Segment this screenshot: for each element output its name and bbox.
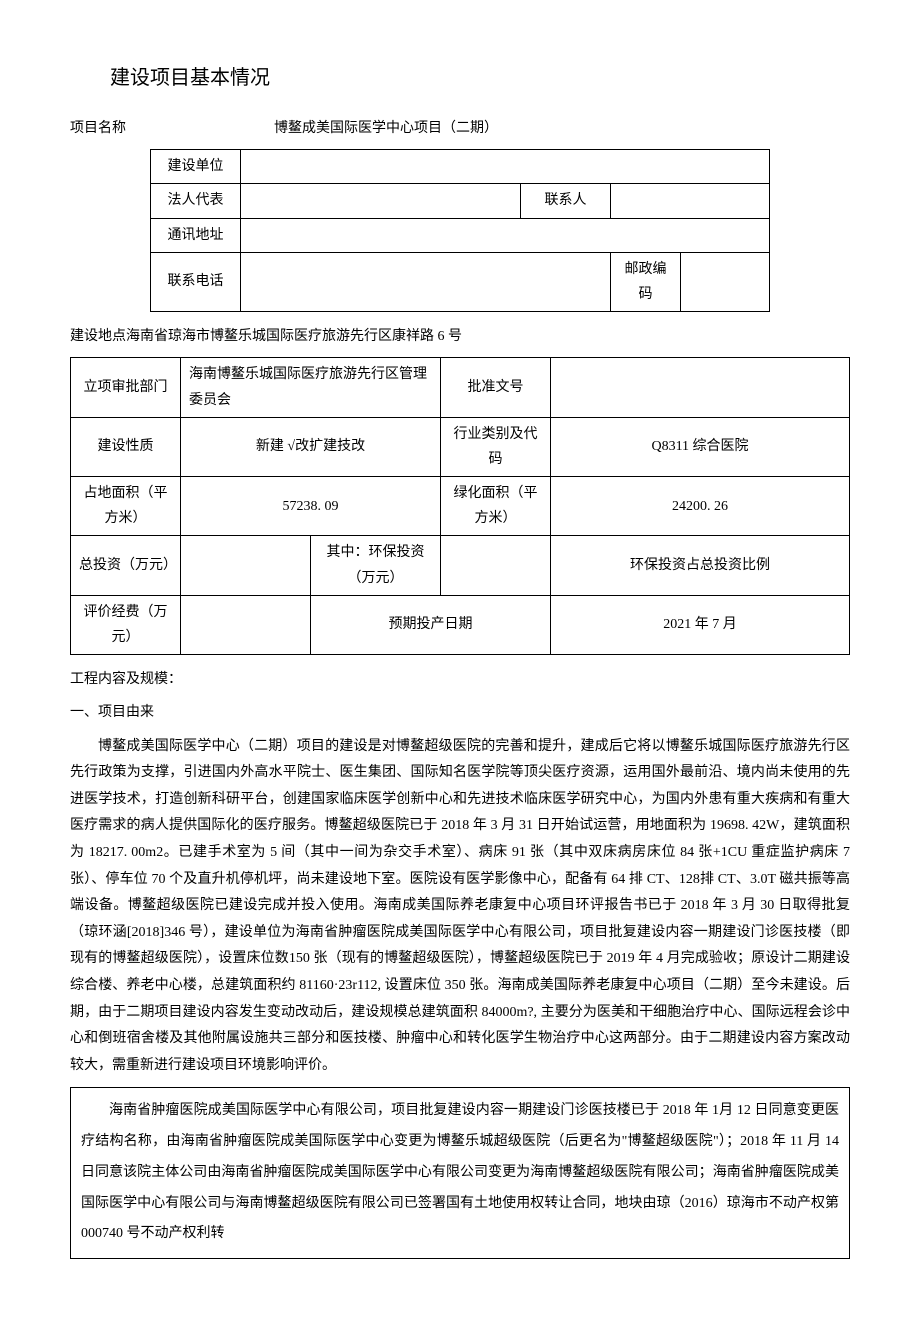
table-row: 建设单位 xyxy=(151,150,770,184)
cell-value xyxy=(441,536,551,595)
cell-value xyxy=(681,252,770,311)
cell-value xyxy=(181,595,311,654)
table-row: 建设性质 新建 √改扩建技改 行业类别及代码 Q8311 综合医院 xyxy=(71,417,850,476)
cell-value xyxy=(241,184,521,218)
project-name-row: 项目名称 博鳌成美国际医学中心项目（二期） xyxy=(70,116,850,141)
cell-label: 行业类别及代码 xyxy=(441,417,551,476)
cell-value: 24200. 26 xyxy=(551,477,850,536)
project-name-label: 项目名称 xyxy=(70,116,126,141)
cell-label: 立项审批部门 xyxy=(71,358,181,417)
content-heading-1: 工程内容及规模： xyxy=(70,667,850,692)
cell-value: 57238. 09 xyxy=(181,477,441,536)
content-heading-2: 一、项目由来 xyxy=(70,700,850,725)
cell-value: 2021 年 7 月 xyxy=(551,595,850,654)
cell-label: 绿化面积（平方米） xyxy=(441,477,551,536)
basic-info-table: 建设单位 法人代表 联系人 通讯地址 联系电话 邮政编码 xyxy=(150,149,770,312)
content-section: 工程内容及规模： 一、项目由来 博鳌成美国际医学中心（二期）项目的建设是对博鳌超… xyxy=(70,667,850,1259)
cell-value xyxy=(611,184,770,218)
project-details-table: 立项审批部门 海南博鳌乐城国际医疗旅游先行区管理委员会 批准文号 建设性质 新建… xyxy=(70,357,850,655)
cell-value xyxy=(181,536,311,595)
paragraph-1: 博鳌成美国际医学中心（二期）项目的建设是对博鳌超级医院的完善和提升，建成后它将以… xyxy=(70,734,850,1080)
section-title: 建设项目基本情况 xyxy=(110,60,850,96)
cell-value xyxy=(551,358,850,417)
cell-label: 联系电话 xyxy=(151,252,241,311)
cell-label: 总投资（万元） xyxy=(71,536,181,595)
table-row: 联系电话 邮政编码 xyxy=(151,252,770,311)
table-row: 总投资（万元） 其中：环保投资（万元） 环保投资占总投资比例 xyxy=(71,536,850,595)
cell-label: 预期投产日期 xyxy=(311,595,551,654)
cell-value: Q8311 综合医院 xyxy=(551,417,850,476)
table-row: 评价经费（万元） 预期投产日期 2021 年 7 月 xyxy=(71,595,850,654)
cell-value xyxy=(241,150,770,184)
cell-label: 占地面积（平方米） xyxy=(71,477,181,536)
table-row: 占地面积（平方米） 57238. 09 绿化面积（平方米） 24200. 26 xyxy=(71,477,850,536)
cell-value: 海南博鳌乐城国际医疗旅游先行区管理委员会 xyxy=(181,358,441,417)
cell-label: 环保投资占总投资比例 xyxy=(551,536,850,595)
cell-value: 新建 √改扩建技改 xyxy=(181,417,441,476)
paragraph-2: 海南省肿瘤医院成美国际医学中心有限公司，项目批复建设内容一期建设门诊医技楼已于 … xyxy=(81,1096,839,1250)
cell-label: 法人代表 xyxy=(151,184,241,218)
cell-label: 评价经费（万元） xyxy=(71,595,181,654)
cell-label: 其中：环保投资（万元） xyxy=(311,536,441,595)
cell-label: 批准文号 xyxy=(441,358,551,417)
boxed-paragraph: 海南省肿瘤医院成美国际医学中心有限公司，项目批复建设内容一期建设门诊医技楼已于 … xyxy=(70,1087,850,1259)
cell-value xyxy=(241,218,770,252)
cell-label: 通讯地址 xyxy=(151,218,241,252)
cell-value xyxy=(241,252,611,311)
table-row: 法人代表 联系人 xyxy=(151,184,770,218)
cell-label: 联系人 xyxy=(521,184,611,218)
address-line: 建设地点海南省琼海市博鳌乐城国际医疗旅游先行区康祥路 6 号 xyxy=(70,324,850,349)
cell-label: 建设单位 xyxy=(151,150,241,184)
project-name-value: 博鳌成美国际医学中心项目（二期） xyxy=(274,116,498,141)
table-row: 通讯地址 xyxy=(151,218,770,252)
cell-label: 建设性质 xyxy=(71,417,181,476)
cell-label: 邮政编码 xyxy=(611,252,681,311)
table-row: 立项审批部门 海南博鳌乐城国际医疗旅游先行区管理委员会 批准文号 xyxy=(71,358,850,417)
